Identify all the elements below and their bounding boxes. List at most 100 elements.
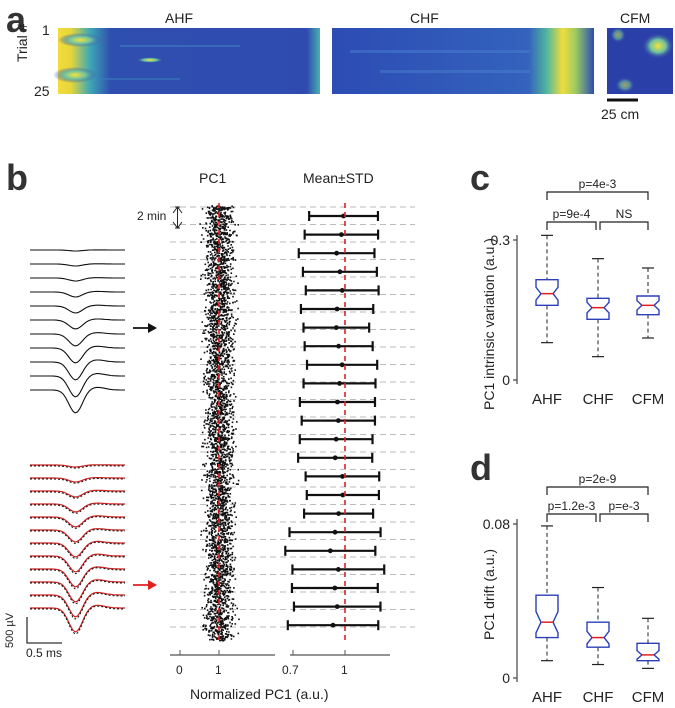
p-value-label: p=9e-4 [553,207,591,221]
pc1-title: PC1 [199,170,227,186]
black-dotted-waveform [30,580,125,605]
category-label: CFM [632,689,665,706]
bracket-line [546,486,649,495]
heatmap-ytick-top: 1 [42,22,50,38]
scale-voltage-label: 500 µV [4,612,16,648]
red-arrow [133,580,157,590]
panel-letter-a: a [6,0,27,40]
black-waveform [30,345,125,364]
panel-b-xlabel: Normalized PC1 (a.u.) [190,686,329,702]
errorbar [304,471,381,482]
y-tick-label: 0 [502,670,510,686]
red-waveform [30,489,125,498]
panel-d-ylabel: PC1 drift (a.u.) [481,548,497,640]
heatmap-title-cfm: CFM [620,10,651,26]
black-dotted-waveform [30,503,125,514]
scalebar-label: 25 cm [601,106,640,122]
red-waveform [30,540,125,558]
interval-label: 2 min [137,209,167,223]
red-waveform [30,464,125,468]
red-waveform [30,566,125,588]
bracket-line [599,221,649,230]
heatmap-chf [332,28,594,94]
p-value-label: p=e-3 [608,499,639,513]
black-dotted-waveform [30,529,125,545]
errorbar [291,564,386,575]
significance-bracket: NS [599,207,649,230]
y-tick-label: 0.08 [483,516,510,532]
y-tick-label: 0 [502,372,510,388]
black-arrow [133,323,157,333]
category-label: CHF [583,391,614,408]
red-waveform [30,502,125,513]
box-cfm [636,617,660,669]
mean-std-errorbars [284,211,386,631]
black-waveforms [30,249,125,414]
interval-bracket [172,206,183,229]
errorbar [299,304,375,314]
bracket-line [546,221,597,230]
errorbar [284,545,377,556]
heatmap-chf-features [350,50,530,73]
errorbar [290,583,379,593]
black-dotted-waveform [30,478,125,484]
pc1-xtick-0: 0 [176,663,183,677]
black-waveform [30,359,125,381]
errorbar [305,490,381,500]
errorbar [308,211,380,221]
errorbar [302,508,375,519]
box-cfm [636,267,660,339]
red-waveform [30,579,125,603]
panel-letter-c: c [470,157,491,198]
mean-xtick-1: 1 [341,663,348,677]
box-ahf [535,234,559,344]
panel-letter-d: d [470,447,492,488]
scale-time-label: 0.5 ms [26,646,63,660]
red-waveform [30,553,125,573]
black-waveform [30,290,125,298]
errorbar [304,285,380,296]
red-waveform [30,591,125,618]
errorbar [297,248,376,259]
waveform-scalebar [26,617,62,644]
red-waveform [30,477,125,483]
errorbar [298,434,374,445]
box-body [586,297,610,321]
red-waveform [30,604,125,633]
category-label: CFM [632,391,665,408]
y-tick-label: 0.3 [491,232,511,248]
box-chf [586,258,610,358]
heatmap-ahf-features [53,33,240,83]
black-waveform [30,277,125,282]
black-dotted-waveform [30,541,125,560]
errorbar [288,527,382,538]
black-waveform [30,249,125,252]
black-dotted-waveform [30,592,125,620]
panel-d-boxplot: 0 0.08 AHF CHF CFM p=2e-9 p=1.2e-3 p=e-3 [483,472,665,706]
box-chf [586,586,610,666]
black-waveform [30,318,125,330]
box-body [535,594,559,639]
box-ahf [535,525,559,662]
heatmap-title-chf: CHF [410,10,439,26]
significance-bracket: p=4e-3 [546,177,649,200]
errorbar [300,415,377,426]
category-label: AHF [532,391,562,408]
red-waveform [30,528,125,543]
errorbar [303,229,380,240]
panel-b-svg [26,203,415,656]
black-waveform [30,386,125,414]
errorbar [302,378,377,389]
bracket-line [599,513,649,522]
black-waveform [30,332,125,347]
errorbar [303,341,374,352]
category-label: CHF [583,689,614,706]
errorbar [297,452,374,463]
bracket-line [546,191,649,200]
p-value-label: NS [616,207,633,221]
mean-xtick-0: 0.7 [282,663,299,677]
panel-c-boxplot: 0 0.3 AHF CHF CFM p=4e-3 p=9e-4 NS [491,177,665,408]
box-body [636,642,660,662]
black-dotted-waveform [30,567,125,590]
errorbar [286,620,380,631]
